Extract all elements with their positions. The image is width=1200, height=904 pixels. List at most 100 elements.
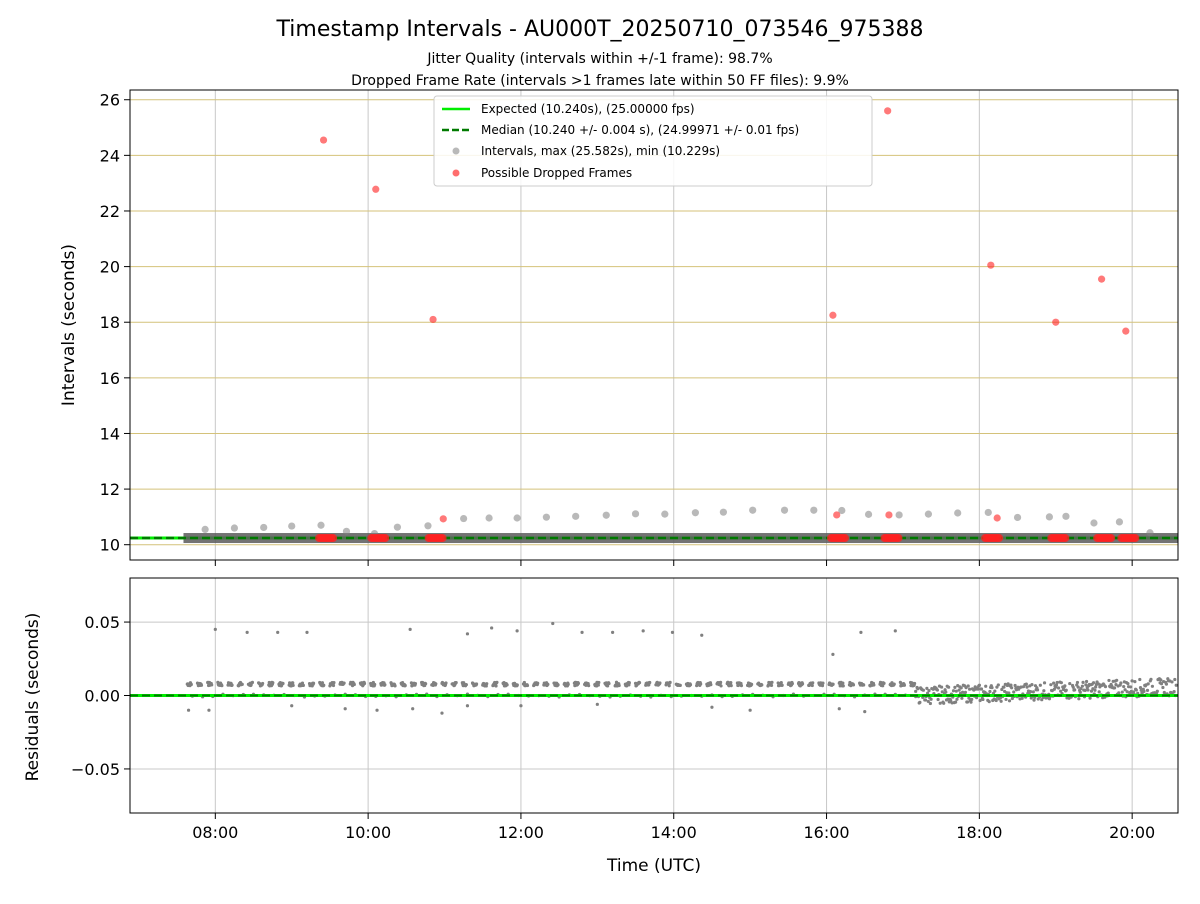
legend-dropped-label: Possible Dropped Frames (481, 166, 632, 180)
residual-point (914, 689, 918, 693)
top-y-tick-label: 18 (100, 313, 120, 332)
residual-point (1107, 678, 1111, 683)
residual-point (1173, 677, 1177, 682)
residual-outlier-point (440, 711, 444, 715)
top-y-tick-label: 14 (100, 424, 120, 443)
residual-point (464, 683, 468, 687)
x-tick-label: 14:00 (651, 823, 697, 842)
interval-point (393, 523, 402, 531)
residual-point (627, 681, 631, 685)
residual-point (976, 687, 980, 691)
top-y-tick-label: 24 (100, 146, 120, 165)
residual-point (311, 681, 316, 685)
dropped-frame-cluster-point (894, 534, 903, 543)
residual-point (444, 681, 448, 685)
dropped-frame-point (429, 315, 437, 324)
dropped-frame-point (319, 136, 328, 144)
residual-point (1056, 686, 1061, 690)
interval-point (954, 509, 962, 517)
residual-point (1010, 686, 1014, 690)
residual-point (1084, 683, 1088, 687)
residual-point (607, 681, 611, 686)
residual-point (1112, 686, 1117, 690)
residual-point (393, 684, 397, 688)
residual-outlier-point (611, 630, 615, 634)
residual-point (261, 681, 265, 686)
residual-point (1004, 697, 1008, 702)
residual-point (938, 701, 942, 705)
residual-outlier-point (490, 626, 494, 630)
residual-point (831, 682, 835, 686)
residual-point (1138, 677, 1142, 682)
legend-expected-label: Expected (10.240s), (25.00000 fps) (481, 102, 695, 116)
residual-point (882, 681, 886, 685)
dropped-frame-cluster-point (1107, 534, 1116, 543)
residual-point (800, 682, 805, 686)
residual-point (1133, 680, 1137, 684)
residual-point (912, 681, 917, 686)
residual-point (230, 683, 234, 687)
residual-outlier-point (641, 629, 645, 633)
interval-point (838, 506, 846, 515)
x-tick-label: 12:00 (498, 823, 544, 842)
residual-point (434, 682, 438, 686)
residual-point (953, 685, 957, 689)
interval-point (1062, 512, 1070, 520)
interval-point (513, 514, 521, 522)
residual-point (1052, 681, 1056, 685)
interval-point (691, 509, 699, 517)
residual-point (1115, 678, 1119, 682)
residual-point (946, 685, 951, 689)
legend-intervals-swatch (452, 147, 460, 155)
dropped-frame-cluster-point (329, 534, 338, 543)
dropped-frame-point (833, 511, 841, 519)
residual-point (1080, 684, 1084, 688)
residual-point (1028, 690, 1033, 694)
residual-point (1170, 680, 1174, 684)
x-tick-label: 08:00 (192, 823, 238, 842)
interval-point (895, 511, 903, 519)
residual-point (1059, 681, 1063, 685)
residual-point (939, 685, 944, 689)
residual-point (902, 683, 907, 687)
residual-point (1086, 688, 1090, 692)
residual-outlier-point (748, 708, 752, 712)
residual-point (210, 683, 214, 687)
residual-point (281, 681, 285, 686)
residual-point (342, 681, 346, 685)
residual-point (1030, 683, 1034, 687)
residual-point (1126, 682, 1130, 686)
residual-point (566, 682, 570, 686)
residual-point (1142, 689, 1146, 693)
residual-point (454, 680, 458, 685)
residual-point (954, 689, 958, 693)
residual-point (474, 682, 479, 686)
residual-point (301, 683, 305, 687)
residual-point (1134, 688, 1138, 692)
residual-point (1122, 684, 1126, 689)
residual-point (990, 686, 994, 690)
residual-point (1042, 681, 1047, 685)
residual-point (810, 683, 814, 688)
residual-point (1068, 681, 1072, 686)
residual-point (1149, 677, 1153, 681)
residual-point (291, 683, 295, 688)
residual-point (1073, 688, 1077, 692)
dropped-frame-cluster-point (841, 534, 850, 543)
residual-point (322, 683, 326, 687)
residual-outlier-point (700, 633, 704, 637)
residual-point (709, 683, 713, 687)
interval-point (201, 525, 209, 534)
residual-point (960, 696, 964, 700)
residual-outlier-point (465, 632, 470, 636)
residual-point (1164, 682, 1169, 686)
interval-point (460, 514, 468, 523)
residual-point (994, 698, 998, 703)
residual-point (576, 681, 581, 686)
top-y-tick-label: 10 (100, 536, 120, 555)
bottom-y-axis-label: Residuals (seconds) (23, 613, 43, 782)
residual-point (957, 688, 961, 692)
residual-point (556, 683, 560, 687)
residual-point (988, 689, 992, 694)
